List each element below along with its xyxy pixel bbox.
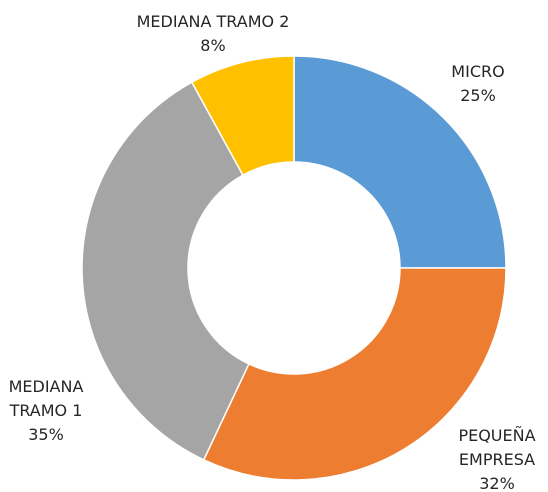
category-label: PEQUEÑA EMPRESA — [458, 426, 536, 469]
value-label: 35% — [28, 425, 64, 444]
donut-slice — [293, 55, 507, 269]
value-label: 8% — [200, 36, 226, 55]
donut-slice — [81, 81, 250, 461]
value-label: 32% — [479, 474, 515, 492]
slice-label: MEDIANA TRAMO 2 8% — [113, 10, 313, 58]
value-label: 25% — [460, 86, 496, 105]
donut-slice — [190, 55, 295, 177]
slice-label: MEDIANA TRAMO 1 35% — [1, 375, 91, 447]
category-label: MICRO — [451, 62, 505, 81]
category-label: MEDIANA TRAMO 2 — [136, 12, 290, 31]
slice-label: MICRO 25% — [418, 60, 538, 108]
slice-label: PEQUEÑA EMPRESA 32% — [447, 424, 547, 492]
donut-slice — [202, 267, 507, 481]
category-label: MEDIANA TRAMO 1 — [8, 377, 84, 420]
